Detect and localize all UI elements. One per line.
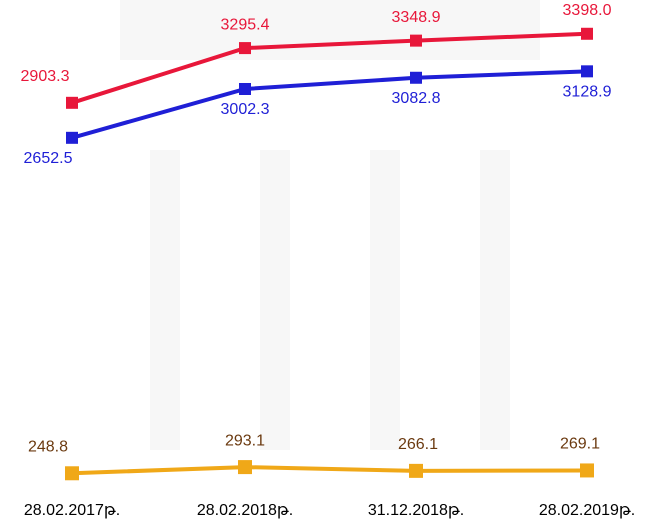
data-label: 3398.0: [563, 2, 612, 19]
marker: [66, 132, 78, 144]
marker: [581, 28, 593, 40]
x-tick-label: 31.12.2018թ.: [368, 502, 464, 519]
marker: [238, 460, 252, 474]
x-tick-label: 28.02.2017թ.: [24, 502, 120, 519]
data-label: 3348.9: [392, 9, 441, 26]
data-label: 3295.4: [221, 16, 270, 33]
marker: [66, 97, 78, 109]
marker: [65, 466, 79, 480]
data-label: 266.1: [398, 436, 438, 453]
marker: [239, 83, 251, 95]
marker: [239, 42, 251, 54]
data-label: 248.8: [28, 438, 68, 455]
marker: [581, 65, 593, 77]
marker: [410, 72, 422, 84]
data-label: 3082.8: [392, 90, 441, 107]
x-tick-label: 28.02.2019թ.: [539, 502, 635, 519]
chart: 28.02.2017թ. 28.02.2018թ. 31.12.2018թ. 28.0…: [0, 0, 653, 525]
data-label: 2652.5: [24, 150, 73, 167]
series-line: [72, 467, 587, 473]
data-label: 293.1: [225, 432, 265, 449]
data-label: 3128.9: [563, 84, 612, 101]
marker: [409, 464, 423, 478]
marker: [410, 35, 422, 47]
data-label: 269.1: [560, 436, 600, 453]
marker: [580, 463, 594, 477]
x-tick-label: 28.02.2018թ.: [197, 502, 293, 519]
data-label: 2903.3: [21, 68, 70, 85]
data-label: 3002.3: [221, 101, 270, 118]
series-line: [72, 71, 587, 137]
